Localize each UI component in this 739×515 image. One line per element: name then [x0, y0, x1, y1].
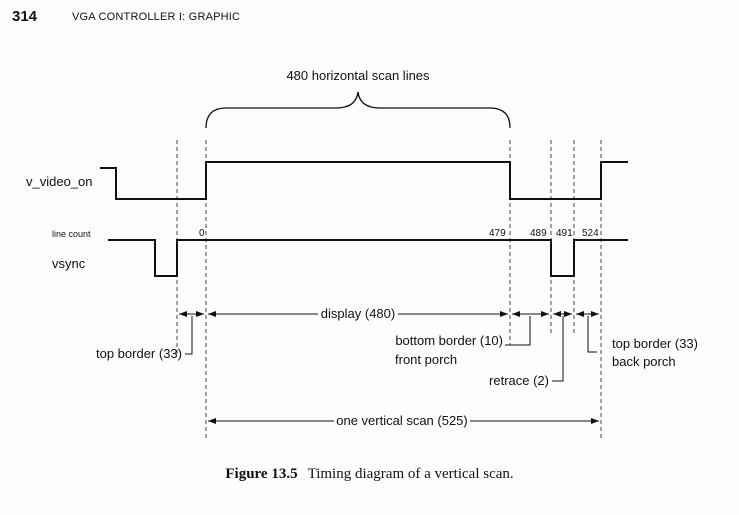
scan-lines-label: 480 horizontal scan lines — [286, 68, 430, 83]
top-border-right-leader — [587, 316, 597, 353]
display-label: display (480) — [321, 306, 395, 321]
leader-lines — [185, 316, 597, 382]
count-479: 479 — [489, 228, 506, 239]
one-vertical-scan-label: one vertical scan (525) — [336, 413, 468, 428]
figure-caption: Figure 13.5 Timing diagram of a vertical … — [0, 466, 739, 483]
count-0: 0 — [199, 228, 205, 239]
figure-caption-text: Timing diagram of a vertical scan. — [307, 466, 514, 482]
count-491: 491 — [556, 228, 573, 239]
v-video-on-label: v_video_on — [26, 174, 93, 189]
bottom-border-label: bottom border (10) — [395, 333, 503, 348]
top-border-left-leader — [185, 316, 193, 355]
front-porch-label: front porch — [395, 352, 457, 367]
chapter-title: VGA CONTROLLER I: GRAPHIC — [72, 11, 241, 23]
top-border-left-label: top border (33) — [96, 346, 182, 361]
vsync-label: vsync — [52, 256, 86, 271]
count-489: 489 — [530, 228, 547, 239]
figure-label: Figure 13.5 — [225, 466, 298, 482]
back-porch-label: back porch — [612, 354, 676, 369]
top-border-right-label: top border (33) — [612, 336, 698, 351]
bottom-border-leader — [505, 316, 531, 346]
page-number: 314 — [12, 8, 38, 25]
count-524: 524 — [582, 228, 599, 239]
vsync-waveform — [108, 239, 628, 277]
retrace-label: retrace (2) — [489, 373, 549, 388]
timing-diagram: 480 horizontal scan lines v_video_on lin… — [26, 68, 698, 440]
v-video-on-waveform — [100, 161, 628, 200]
retrace-leader — [552, 316, 564, 382]
guide-lines — [176, 140, 602, 440]
scan-lines-brace — [205, 91, 511, 129]
line-count-label: line count — [52, 229, 91, 239]
